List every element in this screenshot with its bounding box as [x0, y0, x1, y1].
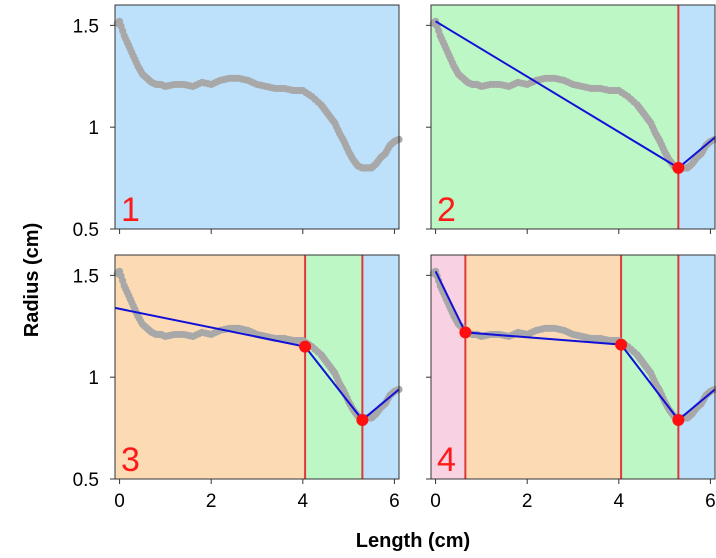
segment-region-4	[678, 255, 715, 479]
panel-frame	[114, 4, 400, 230]
segment-region-3	[362, 255, 399, 479]
breakpoint-marker-2	[615, 338, 628, 351]
panel-1: 1 0.5 1 1.5	[73, 4, 403, 241]
y-axis-title: Radius (cm)	[21, 223, 43, 337]
y-tick-label: 1	[88, 368, 99, 389]
segment-region-2	[678, 5, 715, 229]
panel-4: 4 0 2 4 6	[426, 254, 716, 512]
x-axis-title: Length (cm)	[356, 530, 470, 552]
panel-2: 2	[426, 4, 716, 234]
panels-grid: 1 0.5 1 1.5 2 3 0 2 4 6 0.5 1 1.5 4 0 2 4 6	[73, 4, 716, 512]
y-tick-label: 1.5	[73, 266, 99, 287]
breakpoint-marker-2	[356, 413, 369, 426]
fit-line	[114, 306, 400, 422]
x-tick-label: 6	[389, 491, 400, 512]
breakpoint-marker-1	[459, 326, 472, 339]
segment-region-2	[465, 255, 622, 479]
y-tick-label: 1.5	[73, 16, 99, 37]
segment-region-1	[431, 5, 679, 229]
segment-region-1	[115, 5, 399, 229]
segment-region-1	[115, 255, 306, 479]
panel-number: 1	[121, 191, 140, 229]
x-tick-label: 4	[614, 491, 625, 512]
y-tick-label: 1	[88, 118, 99, 139]
panel-number: 3	[121, 441, 140, 479]
segment-region-1	[431, 255, 466, 479]
panel-frame	[114, 254, 400, 480]
panel-number: 2	[437, 191, 456, 229]
x-tick-label: 2	[206, 491, 217, 512]
breakpoint-marker-1	[299, 340, 312, 353]
breakpoint-marker-3	[672, 413, 685, 426]
x-tick-label: 0	[114, 491, 125, 512]
panel-frame	[430, 4, 716, 230]
x-tick-label: 0	[430, 491, 441, 512]
x-tick-label: 6	[705, 491, 716, 512]
panel-number: 4	[437, 441, 456, 479]
breakpoint-marker-1	[672, 161, 685, 174]
panel-3: 3 0 2 4 6 0.5 1 1.5	[73, 254, 403, 512]
y-tick-label: 0.5	[73, 220, 99, 241]
panel-frame	[430, 254, 716, 480]
x-tick-label: 4	[298, 491, 309, 512]
y-tick-label: 0.5	[73, 470, 99, 491]
x-tick-label: 2	[522, 491, 533, 512]
